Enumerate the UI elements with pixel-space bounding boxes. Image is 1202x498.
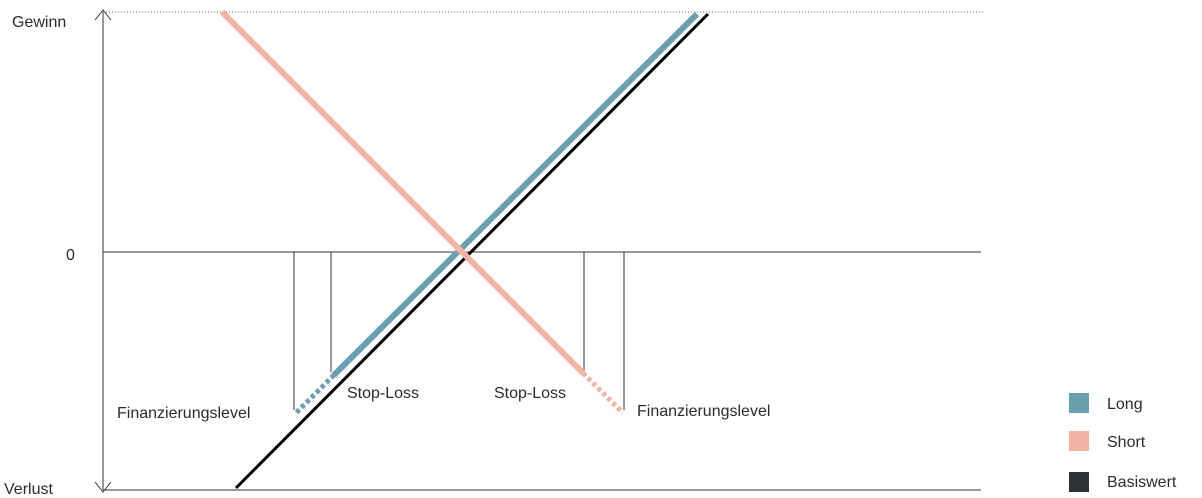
legend-item-underlying: Basiswert — [1069, 472, 1177, 492]
legend-label-long: Long — [1107, 396, 1143, 413]
legend-swatch-underlying — [1069, 472, 1089, 492]
legend-swatch-long — [1069, 393, 1089, 413]
underlying-payoff-line — [234, 12, 710, 490]
short-payoff-dotted-tail — [581, 371, 625, 415]
legend-item-short: Short — [1069, 431, 1146, 451]
short-stop-loss-label: Stop-Loss — [494, 385, 566, 402]
y-axis-zero-label: 0 — [66, 247, 75, 264]
y-axis-up-arrow — [94, 9, 112, 21]
legend-swatch-short — [1069, 431, 1089, 451]
y-axis-down-arrow — [94, 481, 112, 493]
legend: Long Short Basiswert — [1069, 393, 1177, 492]
long-stop-loss-label: Stop-Loss — [347, 385, 419, 402]
long-payoff-line — [331, 11, 700, 378]
legend-item-long: Long — [1069, 393, 1143, 413]
long-financing-level-label: Finanzierungslevel — [117, 405, 250, 422]
legend-label-short: Short — [1107, 434, 1146, 451]
short-payoff-line — [219, 9, 586, 376]
y-axis-loss-label: Verlust — [4, 481, 53, 498]
legend-label-underlying: Basiswert — [1107, 474, 1177, 491]
short-financing-level-label: Finanzierungslevel — [637, 403, 770, 420]
y-axis-gain-label: Gewinn — [12, 14, 66, 31]
long-payoff-dotted-tail — [294, 373, 336, 415]
